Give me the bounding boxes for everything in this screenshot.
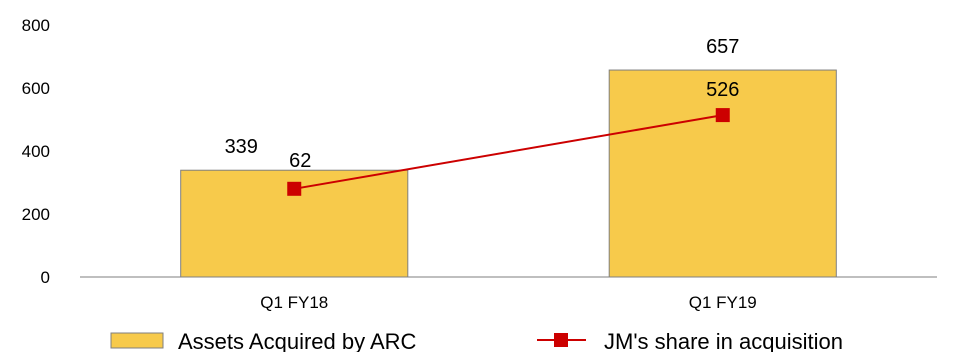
x-tick-label: Q1 FY19 [689,293,757,312]
legend-line-label: JM's share in acquisition [604,329,843,352]
line-data-labels: 62 526 [289,79,739,172]
bar-value-label: 339 [225,136,258,158]
line-value-label: 526 [706,79,739,101]
line-series [287,108,730,196]
x-tick-label: Q1 FY18 [260,293,328,312]
y-axis-ticks: 0 200 400 600 800 [22,16,50,287]
bar-data-labels: 339 657 [225,36,740,158]
legend-bar-swatch [110,332,164,349]
line-marker [715,108,730,123]
legend-bar-label: Assets Acquired by ARC [178,329,417,352]
y-tick-label: 400 [22,142,50,161]
y-tick-label: 200 [22,205,50,224]
y-tick-label: 800 [22,16,50,35]
bar-value-label: 657 [706,36,739,58]
y-tick-label: 0 [41,268,50,287]
line-value-label: 62 [289,150,311,172]
series-line [294,114,723,190]
x-axis-ticks: Q1 FY18 Q1 FY19 [260,293,757,312]
y-tick-label: 600 [22,79,50,98]
legend-line-marker [554,333,568,347]
legend: Assets Acquired by ARC JM's share in acq… [110,329,843,352]
line-marker [287,181,302,196]
bar [608,69,837,278]
